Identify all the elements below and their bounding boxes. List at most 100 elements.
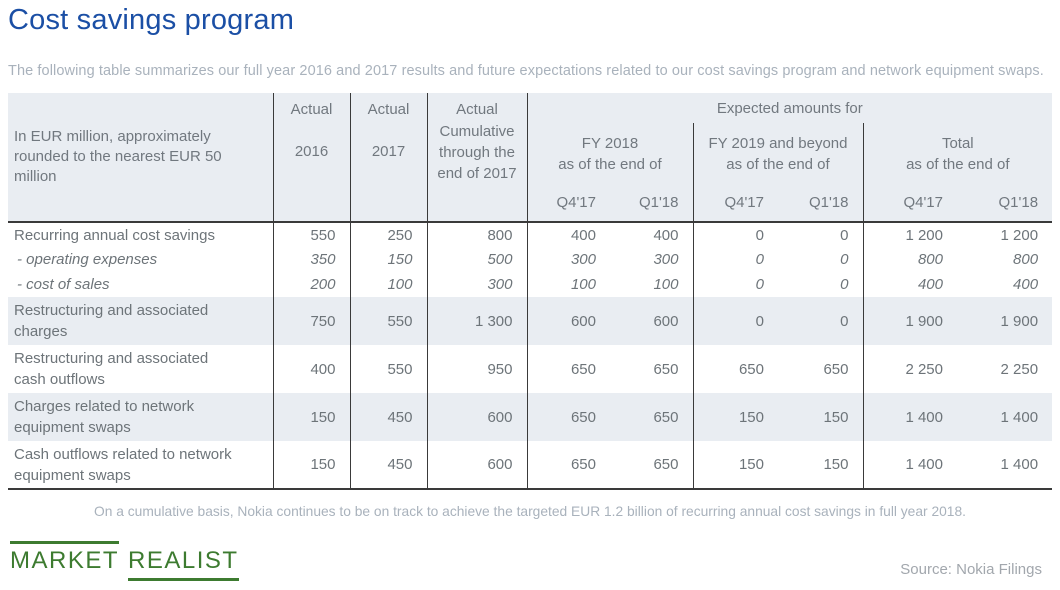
column-header-actual-2017: Actual 2017 xyxy=(349,93,427,223)
cell-value: 1 900 xyxy=(862,297,957,345)
table-row: - operating expenses 350 150 500 300 300 0 0 800… xyxy=(8,247,1052,272)
row-label: - cost of sales xyxy=(17,276,110,293)
table-row: - cost of sales 200 100 300 100 100 0 0 400 400 xyxy=(8,272,1052,297)
subcolumn-total-q118: Q1'18 xyxy=(957,184,1053,223)
cell-value: 150 xyxy=(778,393,863,441)
cost-savings-table: In EUR million, approximately rounded to… xyxy=(8,93,1053,490)
row-label: Charges related to network equipment swa… xyxy=(8,393,273,441)
cell-value: 500 xyxy=(426,247,527,272)
cell-value: 550 xyxy=(272,222,350,247)
subcolumn-total-q417: Q4'17 xyxy=(862,184,957,223)
cell-value: 650 xyxy=(526,345,610,393)
cell-value: 300 xyxy=(653,251,679,268)
cell-value: 150 xyxy=(778,441,863,490)
cell-value: 100 xyxy=(653,276,679,293)
row-label: - operating expenses xyxy=(17,251,158,268)
cell-value: 600 xyxy=(426,393,527,441)
row-label: Restructuring and associated cash outflo… xyxy=(14,350,209,388)
row-label: Restructuring and associated charges xyxy=(8,297,273,345)
cell-value: 150 xyxy=(692,393,778,441)
column-header-actual-2016: Actual 2016 xyxy=(272,93,350,223)
cell-value: 550 xyxy=(349,297,427,345)
cell-value: 150 xyxy=(692,441,778,490)
logo-word-realist: REALIST xyxy=(128,547,239,581)
cell-value: 400 xyxy=(526,222,610,247)
cell-value: 1 400 xyxy=(862,441,957,490)
cell-value: 950 xyxy=(426,345,527,393)
cell-value: 1 400 xyxy=(957,393,1053,441)
subcolumn-fy2019-q118: Q1'18 xyxy=(778,184,863,223)
group-header-total: Total as of the end of xyxy=(862,123,1053,184)
cell-value: 150 xyxy=(349,247,427,272)
cell-value: 100 xyxy=(349,272,427,297)
cell-value: 0 xyxy=(692,297,778,345)
cell-value: 0 xyxy=(840,226,849,244)
cell-value: 1 400 xyxy=(862,393,957,441)
row-label: Recurring annual cost savings xyxy=(14,226,215,244)
intro-text: The following table summarizes our full … xyxy=(8,63,1044,79)
cell-value: 200 xyxy=(272,272,350,297)
cell-value: 550 xyxy=(349,345,427,393)
cell-value: 2 250 xyxy=(1000,360,1039,378)
cell-value: 0 xyxy=(692,272,778,297)
cell-value: 650 xyxy=(823,360,849,378)
cell-value: 600 xyxy=(526,297,610,345)
table-row: Recurring annual cost savings 550 250 800 40… xyxy=(8,222,1052,247)
cell-value: 400 xyxy=(653,226,679,244)
cell-value: 150 xyxy=(272,441,350,490)
market-realist-logo: MARKET REALIST xyxy=(10,541,239,581)
cell-value: 0 xyxy=(778,297,863,345)
cell-value: 350 xyxy=(272,247,350,272)
cell-value: 0 xyxy=(840,251,849,268)
group-header-fy2018: FY 2018 as of the end of xyxy=(526,123,693,184)
cell-value: 2 250 xyxy=(862,345,957,393)
cell-value: 750 xyxy=(272,297,350,345)
cell-value: 0 xyxy=(840,276,849,293)
cell-value: 300 xyxy=(426,272,527,297)
cell-value: 800 xyxy=(426,222,527,247)
cell-value: 650 xyxy=(526,393,610,441)
cell-value: 0 xyxy=(692,247,778,272)
expected-amounts-header: Expected amounts for xyxy=(526,93,1053,123)
cell-value: 1 400 xyxy=(957,441,1053,490)
cell-value: 650 xyxy=(653,360,679,378)
cell-value: 600 xyxy=(426,441,527,490)
cell-value: 1 200 xyxy=(862,222,957,247)
subcolumn-fy2019-q417: Q4'17 xyxy=(692,184,778,223)
cell-value: 450 xyxy=(349,441,427,490)
page-title: Cost savings program xyxy=(8,4,295,36)
row-label: Cash outflows related to network equipme… xyxy=(8,441,273,490)
column-header-actual-cumulative: Actual Cumulative through the end of 201… xyxy=(426,93,527,223)
group-header-fy2019-beyond: FY 2019 and beyond as of the end of xyxy=(692,123,863,184)
cell-value: 100 xyxy=(526,272,610,297)
cell-value: 1 900 xyxy=(957,297,1053,345)
table-row: Charges related to network equipment swa… xyxy=(8,393,1053,441)
cell-value: 300 xyxy=(526,247,610,272)
cell-value: 400 xyxy=(272,345,350,393)
subcolumn-fy2018-q417: Q4'17 xyxy=(526,184,610,223)
corner-header: In EUR million, approximately rounded to… xyxy=(8,93,273,223)
cell-value: 450 xyxy=(349,393,427,441)
table-body: Recurring annual cost savings 550 250 800 40… xyxy=(8,222,1053,490)
cell-value: 150 xyxy=(272,393,350,441)
cell-value: 650 xyxy=(526,441,610,490)
cell-value: 650 xyxy=(610,393,693,441)
cell-value: 1 300 xyxy=(426,297,527,345)
cell-value: 400 xyxy=(862,272,957,297)
cell-value: 0 xyxy=(692,222,778,247)
subcolumn-fy2018-q118: Q1'18 xyxy=(610,184,693,223)
cell-value: 600 xyxy=(610,297,693,345)
table-header: In EUR million, approximately rounded to… xyxy=(8,93,1053,223)
cell-value: 250 xyxy=(349,222,427,247)
table-row: Restructuring and associated cash outflo… xyxy=(8,345,1052,393)
cell-value: 800 xyxy=(1013,251,1039,268)
table-row: Restructuring and associated charges 750 5… xyxy=(8,297,1053,345)
cell-value: 400 xyxy=(1013,276,1039,293)
table-row: Cash outflows related to network equipme… xyxy=(8,441,1053,490)
cell-value: 1 200 xyxy=(1000,226,1039,244)
cell-value: 650 xyxy=(610,441,693,490)
cell-value: 800 xyxy=(862,247,957,272)
logo-word-market: MARKET xyxy=(10,541,120,575)
source-attribution: Source: Nokia Filings xyxy=(900,561,1042,578)
footnote: On a cumulative basis, Nokia continues t… xyxy=(94,504,966,519)
